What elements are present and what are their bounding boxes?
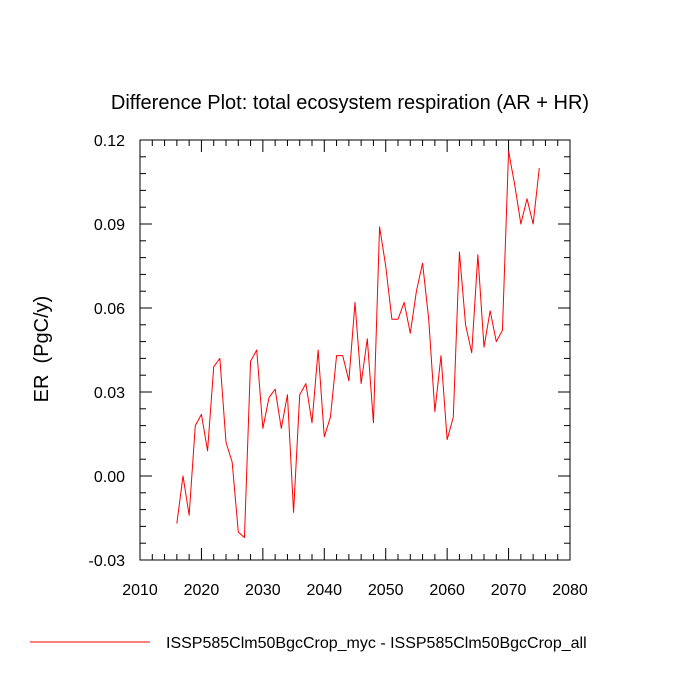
x-tick-label: 2010 bbox=[122, 582, 158, 599]
x-tick-label: 2080 bbox=[552, 582, 588, 599]
series-line bbox=[176, 150, 540, 539]
y-axis-title: ER (PgC/y) bbox=[31, 296, 53, 403]
x-tick-label: 2050 bbox=[368, 582, 404, 599]
y-tick-label: 0.00 bbox=[94, 469, 125, 486]
x-tick-label: 2060 bbox=[429, 582, 465, 599]
plot-lines bbox=[176, 150, 540, 539]
chart-title: Difference Plot: total ecosystem respira… bbox=[111, 92, 589, 114]
axis-ticks bbox=[139, 139, 571, 561]
x-tick-label: 2070 bbox=[491, 582, 527, 599]
tick-labels: 2010 2020 2030 2040 2050 2060 2070 2080 -0.03 0.0… bbox=[89, 133, 588, 599]
x-tick-label: 2020 bbox=[184, 582, 220, 599]
x-tick-label: 2040 bbox=[306, 582, 342, 599]
x-tick-label: 2030 bbox=[245, 582, 281, 599]
y-tick-label: 0.03 bbox=[94, 385, 125, 402]
y-tick-label: -0.03 bbox=[89, 553, 126, 570]
legend: ISSP585Clm50BgcCrop_myc - ISSP585Clm50Bg… bbox=[30, 635, 587, 652]
y-tick-label: 0.12 bbox=[94, 133, 125, 150]
plot-frame bbox=[139, 139, 571, 561]
y-tick-label: 0.09 bbox=[94, 217, 125, 234]
y-tick-label: 0.06 bbox=[94, 301, 125, 318]
legend-label: ISSP585Clm50BgcCrop_myc - ISSP585Clm50Bg… bbox=[166, 635, 587, 652]
